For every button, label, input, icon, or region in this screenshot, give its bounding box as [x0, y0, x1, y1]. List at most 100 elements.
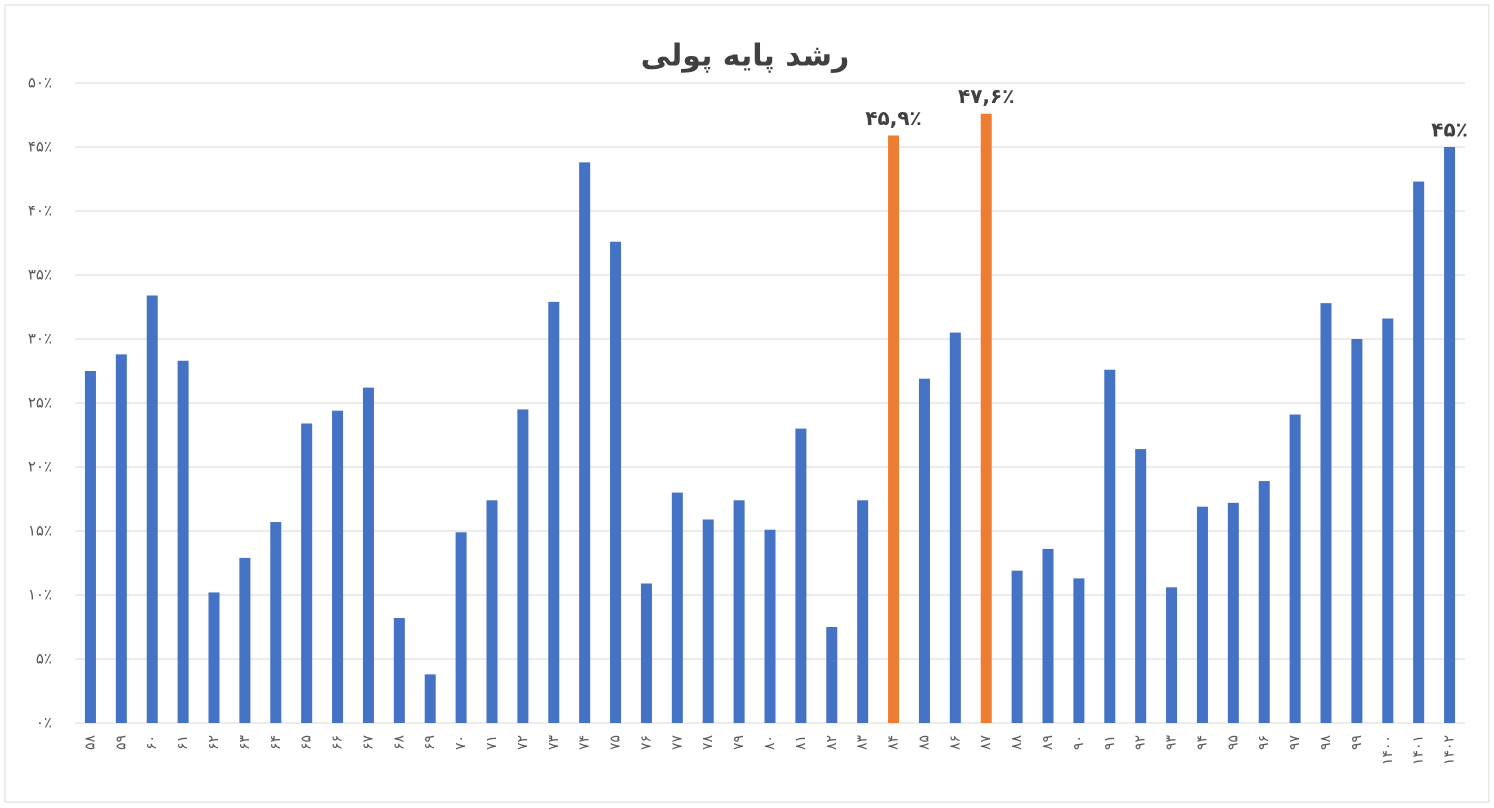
bar [486, 500, 498, 723]
bar [1073, 578, 1085, 723]
bar [949, 332, 961, 723]
bar [239, 557, 251, 723]
x-tick-label: ۷۶ [638, 735, 654, 750]
bar [84, 371, 96, 723]
bar [208, 592, 220, 723]
bar [640, 583, 652, 723]
bar [1166, 587, 1178, 723]
y-tick-label: ۰٪ [36, 714, 52, 732]
x-tick-label: ۱۴۰۲ [1442, 735, 1458, 765]
x-tick-label: ۹۵ [1225, 735, 1241, 750]
x-tick-label: ۶۲ [206, 735, 222, 750]
bar [1011, 570, 1023, 723]
bar [1104, 369, 1116, 723]
x-tick-label: ۸۰ [762, 735, 778, 750]
x-tick-label: ۹۲ [1133, 735, 1149, 750]
bar [918, 378, 930, 723]
x-tick-label: ۶۴ [268, 735, 284, 750]
bar [857, 500, 869, 723]
x-tick-label: ۷۹ [731, 735, 747, 750]
bar [517, 409, 529, 723]
bar [671, 492, 683, 723]
bar [270, 522, 282, 723]
data-label: ۴۵٪ [1431, 118, 1468, 142]
x-tick-label: ۸۳ [855, 735, 871, 751]
x-tick-label: ۷۴ [577, 735, 593, 750]
x-tick-label: ۹۶ [1256, 735, 1272, 750]
bar [1135, 449, 1147, 723]
bar [548, 301, 560, 723]
x-tick-label: ۹۳ [1164, 735, 1180, 751]
bar [733, 500, 745, 723]
x-tick-label: ۸۷ [978, 735, 994, 751]
data-label: ۴۷,۶٪ [958, 84, 1014, 108]
x-tick-label: ۷۳ [546, 735, 562, 751]
bar [1196, 506, 1208, 723]
x-tick-label: ۹۸ [1318, 735, 1334, 751]
x-tick-label: ۹۴ [1194, 735, 1210, 750]
bar [1227, 502, 1239, 723]
bar [1289, 414, 1301, 723]
x-tick-label: ۷۰ [453, 735, 469, 750]
x-tick-label: ۷۲ [515, 735, 531, 750]
x-tick-label: ۱۴۰۱ [1411, 735, 1427, 765]
x-tick-label: ۸۸ [1009, 735, 1025, 751]
x-tick-label: ۵۸ [82, 735, 98, 751]
y-tick-label: ۴۰٪ [28, 202, 52, 220]
bar [1351, 339, 1363, 723]
x-tick-label: ۹۷ [1287, 735, 1303, 751]
x-tick-label: ۶۰ [144, 735, 160, 750]
chart-title: رشد پایه پولی [641, 39, 850, 74]
bar [888, 135, 900, 724]
x-tick-label: ۶۶ [330, 735, 346, 750]
bar [424, 674, 436, 723]
x-tick-label: ۵۹ [113, 735, 129, 750]
x-tick-label: ۶۷ [360, 735, 376, 751]
bar [1320, 303, 1332, 723]
x-tick-label: ۸۵ [916, 735, 932, 750]
x-tick-label: ۹۹ [1349, 735, 1365, 750]
y-tick-label: ۳۵٪ [28, 266, 52, 284]
x-tick-label: ۷۱ [484, 735, 500, 750]
bar [610, 241, 622, 723]
x-tick-label: ۹۱ [1102, 735, 1118, 750]
bar [826, 627, 838, 723]
x-tick-label: ۷۵ [608, 735, 624, 750]
bar [1444, 147, 1456, 723]
x-tick-label: ۸۴ [886, 735, 902, 750]
bar [115, 354, 127, 723]
x-tick-label: ۷۷ [669, 735, 685, 751]
bar [332, 410, 344, 723]
y-tick-label: ۵۰٪ [28, 74, 52, 92]
x-tick-label: ۶۸ [391, 735, 407, 751]
bar [1382, 318, 1394, 723]
bar [702, 519, 714, 723]
bar [455, 532, 467, 723]
x-tick-label: ۸۶ [947, 735, 963, 750]
y-tick-label: ۱۰٪ [28, 586, 52, 604]
bar [1413, 181, 1425, 723]
y-tick-label: ۴۵٪ [28, 138, 52, 156]
x-tick-label: ۸۹ [1040, 735, 1056, 750]
x-tick-label: ۶۱ [175, 735, 191, 750]
bar [1258, 481, 1270, 723]
x-tick-label: ۷۸ [700, 735, 716, 751]
bar [980, 113, 992, 724]
y-tick-label: ۲۵٪ [28, 394, 52, 412]
bar [1042, 548, 1054, 723]
data-label: ۴۵,۹٪ [865, 106, 921, 130]
x-tick-label: ۸۱ [793, 735, 809, 750]
bar [177, 360, 189, 723]
y-tick-label: ۵٪ [36, 650, 52, 668]
bar [579, 162, 591, 724]
x-tick-label: ۱۴۰۰ [1380, 735, 1396, 765]
y-tick-label: ۱۵٪ [28, 522, 52, 540]
bar [301, 423, 313, 723]
bar [795, 428, 807, 723]
y-tick-label: ۳۰٪ [28, 330, 52, 348]
x-tick-label: ۶۳ [237, 735, 253, 751]
bar [393, 618, 405, 723]
bar [764, 529, 776, 723]
x-tick-label: ۶۹ [422, 735, 438, 750]
